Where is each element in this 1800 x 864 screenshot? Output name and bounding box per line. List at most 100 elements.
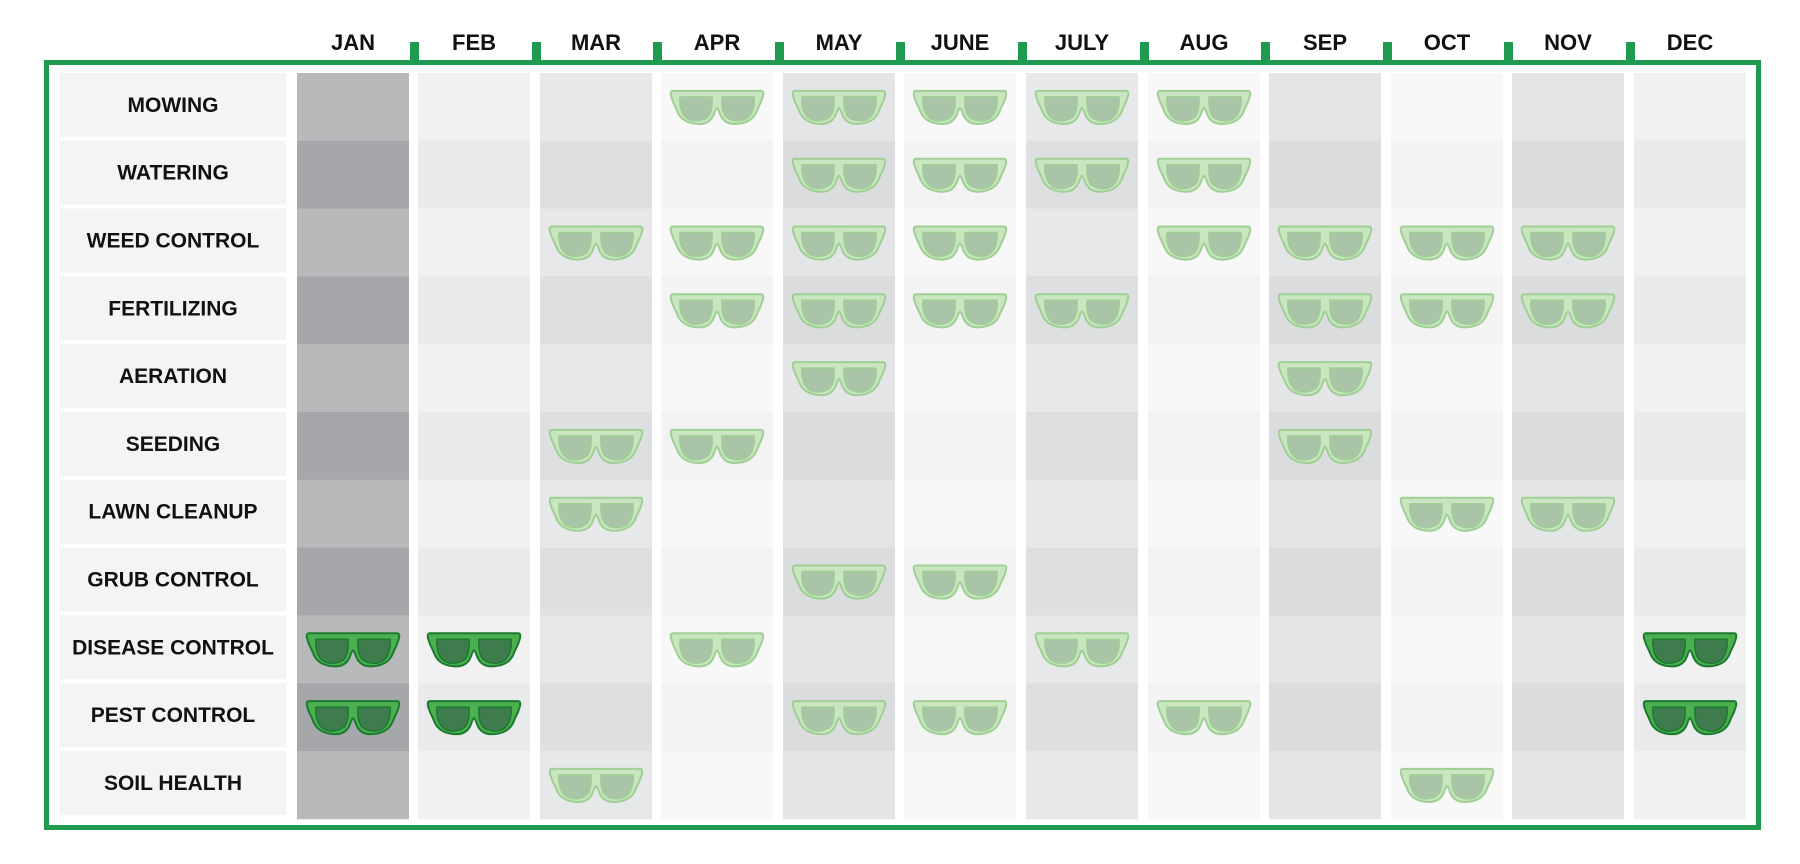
grid-cell [418,140,530,210]
sunglasses-icon [305,632,401,668]
grid-cell [661,140,773,210]
grid-cell [1634,140,1746,210]
grid-cell [661,683,773,752]
task-label: GRUB CONTROL [87,569,259,592]
sunglasses-icon [548,767,644,803]
month-separator [896,42,905,62]
sunglasses-icon [912,564,1008,600]
grid-cell [904,344,1016,413]
sunglasses-icon [669,632,765,668]
grid-cell [1269,479,1381,549]
sunglasses-icon [1156,225,1252,261]
grid-cell [1148,276,1260,345]
sunglasses-icon [912,89,1008,125]
row-label-box [60,140,286,205]
row-label-box [60,615,286,680]
grid-cell [1634,412,1746,481]
grid-cell [540,547,652,616]
month-separator [1504,42,1513,62]
sunglasses-icon [426,700,522,736]
grid-cell [297,751,409,820]
sunglasses-icon [791,700,887,736]
sunglasses-icon [1156,700,1252,736]
grid-cell [1026,547,1138,616]
grid-cell [1269,547,1381,616]
month-separator [1140,42,1149,62]
month-label: DEC [1667,30,1714,55]
grid-cell [1512,73,1624,142]
grid-cell [1512,547,1624,616]
grid-cell [1634,344,1746,413]
sunglasses-icon [669,89,765,125]
grid-cell [297,412,409,481]
grid-cell [1026,208,1138,277]
sunglasses-icon [548,225,644,261]
grid-cell [418,344,530,413]
row-label-box [60,208,286,273]
sunglasses-icon [1034,293,1130,329]
grid-cell [1391,547,1503,616]
sunglasses-icon [1399,225,1495,261]
grid-cell [540,73,652,142]
sunglasses-icon [912,700,1008,736]
task-label: LAWN CLEANUP [88,501,257,524]
grid-cell [1148,412,1260,481]
grid-cell [904,412,1016,481]
grid-cell [661,479,773,549]
grid-cell [418,412,530,481]
grid-cell [1026,344,1138,413]
row-label-box [60,751,286,815]
month-separator [775,42,784,62]
sunglasses-icon [1399,496,1495,532]
sunglasses-icon [1034,157,1130,193]
grid-cell [297,344,409,413]
task-label: PEST CONTROL [91,704,256,727]
sunglasses-icon [1034,89,1130,125]
task-label: FERTILIZING [108,297,238,320]
grid-cell [783,412,895,481]
sunglasses-icon [1399,767,1495,803]
month-separator [1018,42,1027,62]
month-separator [1626,42,1635,62]
grid-cell [661,344,773,413]
grid-cell [540,344,652,413]
month-label: JUNE [931,30,990,55]
grid-cell [418,547,530,616]
sunglasses-icon [1520,496,1616,532]
grid-cell [1148,547,1260,616]
month-separator [1261,42,1270,62]
sunglasses-icon [1277,361,1373,397]
month-header: JAN FEB MAR APR MAY JUNE JULY AUG SEP OCT NOV DEC [331,30,1713,62]
grid-cell [1026,751,1138,820]
grid-cell [1269,140,1381,210]
sunglasses-icon [912,225,1008,261]
grid-cell [540,683,652,752]
grid-cell [297,140,409,210]
grid-cell [783,479,895,549]
grid-cell [1148,344,1260,413]
task-label: DISEASE CONTROL [72,636,274,659]
sunglasses-icon [1399,293,1495,329]
task-label: SOIL HEALTH [104,772,242,795]
grid-cell [904,615,1016,684]
task-label: AERATION [119,365,227,388]
task-label: WATERING [117,162,229,185]
row-label-box [60,344,286,408]
sunglasses-icon [669,293,765,329]
grid-cell [1512,140,1624,210]
month-separator [410,42,419,62]
grid-cell [418,479,530,549]
grid-cell [783,751,895,820]
grid-cell [1148,479,1260,549]
month-label: SEP [1303,30,1347,55]
grid-cell [297,547,409,616]
sunglasses-icon [912,293,1008,329]
sunglasses-icon [426,632,522,668]
sunglasses-icon [912,157,1008,193]
sunglasses-icon [669,225,765,261]
month-label: JAN [331,30,375,55]
grid-cell [1634,751,1746,820]
sunglasses-icon [791,361,887,397]
grid-cell [1512,751,1624,820]
